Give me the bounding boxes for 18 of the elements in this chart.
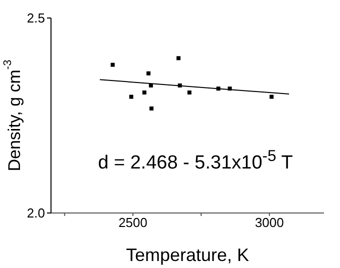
point: [148, 83, 153, 88]
y-tick-label: 2.0: [26, 206, 45, 221]
y-tick-label: 2.5: [26, 10, 45, 26]
point: [149, 106, 154, 110]
point: [216, 86, 220, 91]
x-tick-label: 2500: [118, 215, 148, 230]
point: [129, 94, 134, 99]
point: [270, 94, 274, 99]
point: [176, 56, 180, 60]
point: [228, 86, 232, 91]
point: [178, 83, 182, 88]
point: [187, 90, 192, 94]
annotation: d = 2.468 - 5.31x10$^{-5}$ T: [98, 148, 293, 174]
point: [142, 90, 146, 94]
x-tick-label: 3000: [254, 215, 284, 230]
x-axis-title: Temperature, K: [126, 245, 250, 265]
point: [110, 62, 115, 67]
point: [146, 71, 150, 76]
